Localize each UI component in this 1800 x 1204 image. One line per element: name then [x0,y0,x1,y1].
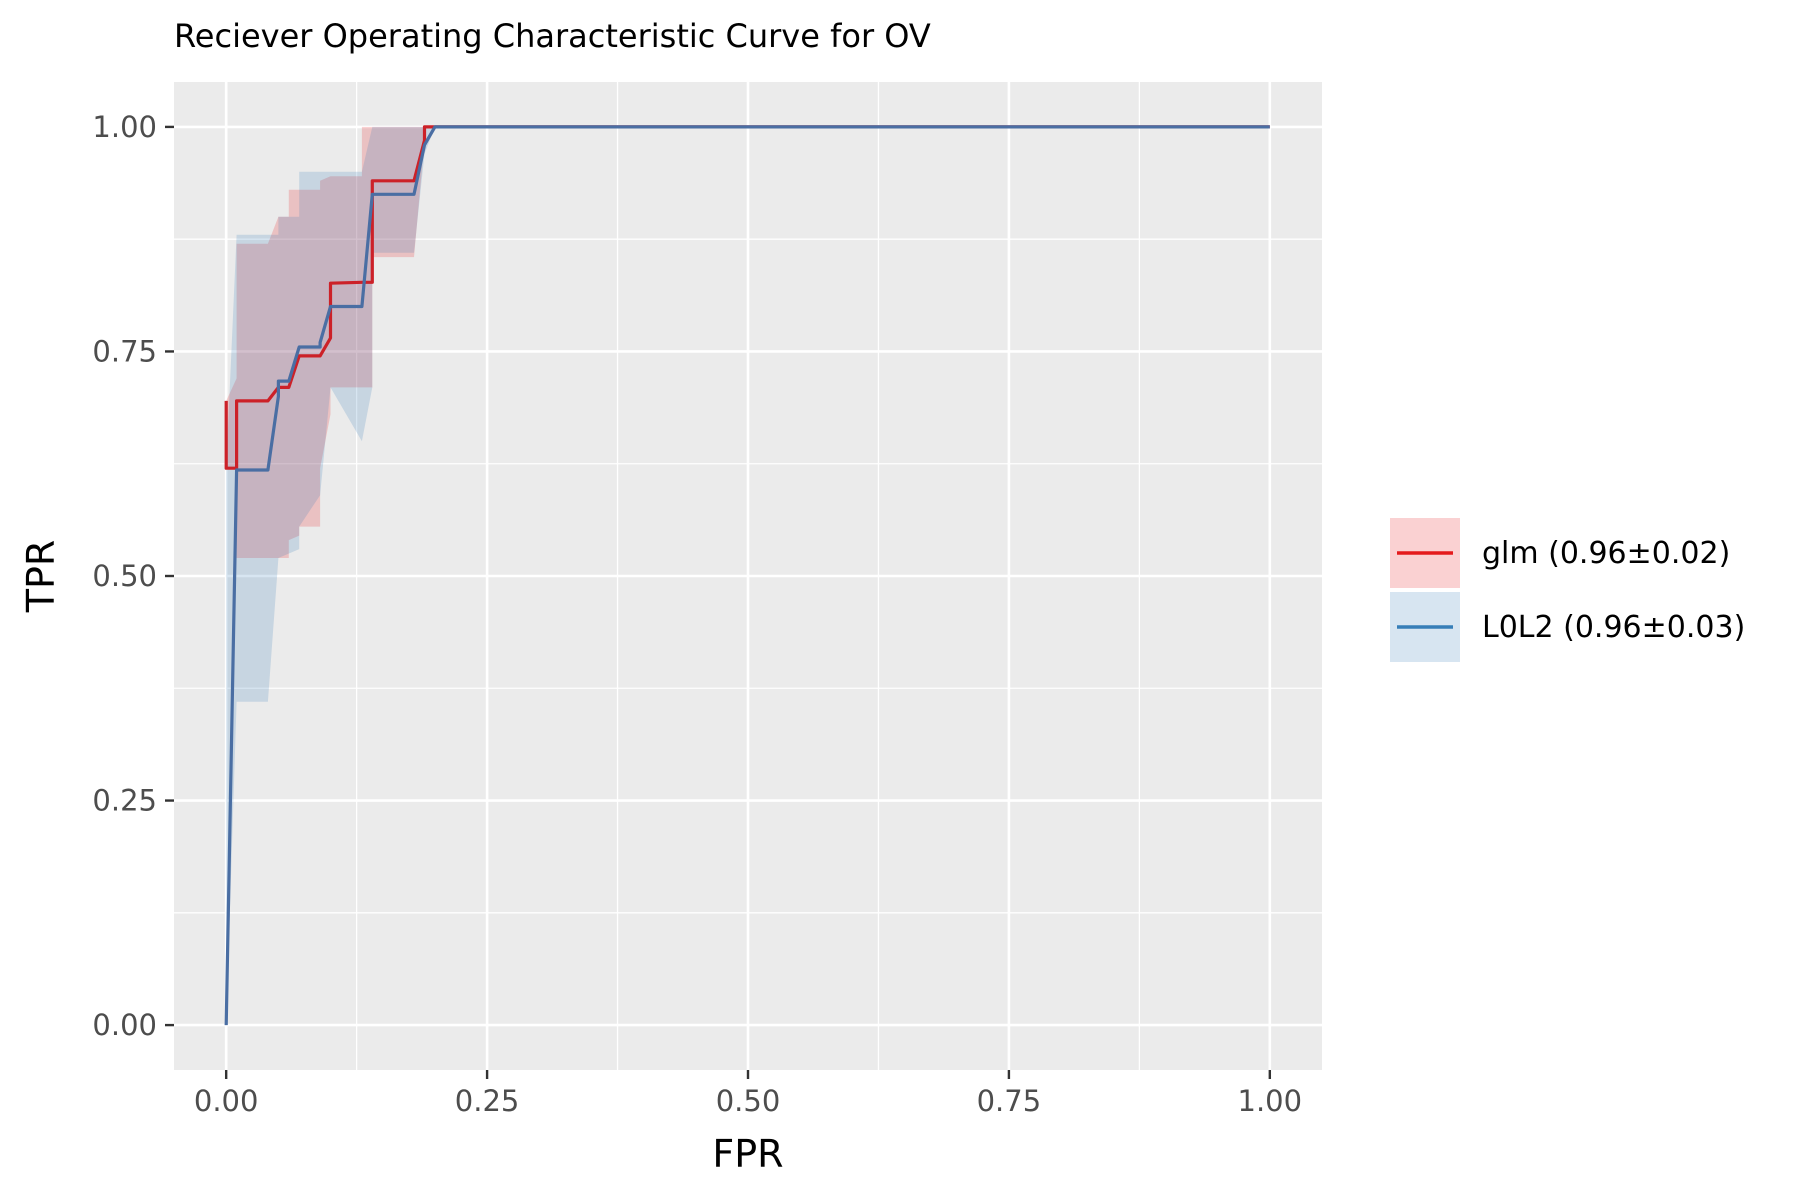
y-axis-title: TPR [19,540,63,614]
x-tick-label: 0.00 [194,1084,259,1118]
y-tick-label: 0.25 [92,784,157,818]
x-axis-title: FPR [712,1132,783,1176]
roc-line-0 [224,125,1270,470]
x-tick-label: 0.75 [977,1084,1042,1118]
x-axis: 0.00 0.25 0.50 0.75 1.00 [194,1070,1302,1118]
y-tick-label: 1.00 [92,110,157,144]
y-tick-label: 0.50 [92,559,157,593]
chart-title: Reciever Operating Characteristic Curve … [174,17,931,55]
series-lines [224,125,1270,1026]
legend: glm (0.96±0.02) L0L2 (0.96±0.03) [1390,518,1745,662]
legend-label: L0L2 (0.96±0.03) [1482,610,1745,645]
grid-major [174,82,1322,1070]
y-tick-label: 0.00 [92,1008,157,1042]
y-axis: 0.00 0.25 0.50 0.75 1.00 [92,110,174,1042]
x-tick-label: 0.50 [716,1084,781,1118]
legend-label: glm (0.96±0.02) [1482,536,1730,571]
confidence-bands [226,126,1270,1026]
confidence-band-1 [226,126,1270,1026]
x-tick-label: 1.00 [1238,1084,1303,1118]
x-tick-label: 0.25 [455,1084,520,1118]
roc-line-1 [224,125,1270,1026]
y-tick-label: 0.75 [92,334,157,368]
